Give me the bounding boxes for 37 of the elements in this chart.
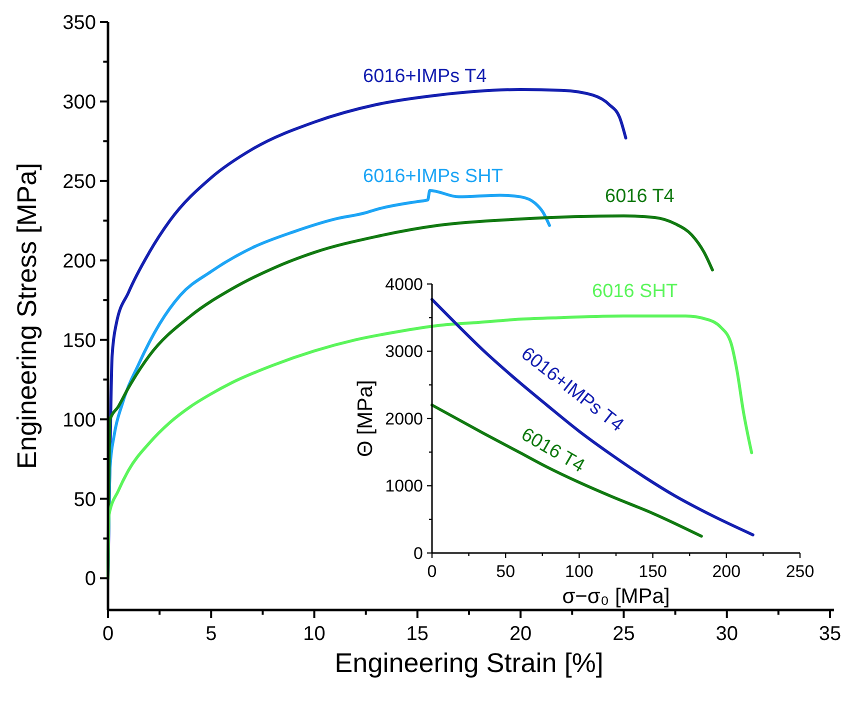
x-tick-label: 150: [638, 562, 667, 581]
x-tick-label: 50: [496, 562, 516, 581]
x-tick-label: 250: [786, 562, 814, 581]
x-axis-title: σ−σ₀ [MPa]: [562, 585, 670, 608]
y-tick-label: 2000: [385, 409, 423, 428]
x-axis-title: Engineering Strain [%]: [334, 648, 604, 678]
y-tick-label: 250: [62, 170, 96, 193]
y-tick-label: 50: [74, 488, 96, 511]
y-tick-label: 100: [62, 409, 96, 432]
x-tick-label: 35: [818, 623, 842, 645]
y-tick-label: 150: [62, 330, 96, 352]
y-tick-label: 4000: [385, 274, 423, 294]
series-label: 6016+IMPs T4: [363, 66, 488, 87]
x-tick-label: 30: [716, 623, 738, 645]
x-tick-label: 20: [509, 623, 532, 645]
x-tick-label: 100: [565, 562, 594, 581]
y-tick-label: 0: [414, 544, 423, 563]
x-tick-label: 0: [427, 562, 437, 581]
y-tick-label: 300: [62, 91, 96, 114]
line-series: [430, 298, 754, 536]
y-tick-label: 1000: [385, 476, 423, 496]
series-label: 6016 T4: [605, 186, 675, 207]
x-tick-label: 0: [102, 623, 114, 645]
y-tick-label: 3000: [385, 342, 423, 362]
text: 6016 T4: [518, 424, 588, 478]
series-label: 6016 SHT: [592, 281, 678, 302]
y-tick-label: 350: [62, 12, 96, 34]
x-tick-label: 5: [206, 623, 217, 645]
y-axis-title: Engineering Stress [MPa]: [12, 162, 42, 470]
series-label: 6016+IMPs SHT: [363, 166, 504, 187]
x-tick-label: 10: [303, 623, 326, 645]
y-axis-title: Θ [MPa]: [354, 380, 377, 458]
line-series: [106, 314, 754, 580]
y-tick-label: 200: [62, 250, 96, 272]
x-tick-label: 200: [712, 562, 741, 581]
x-tick-label: 25: [612, 623, 635, 645]
x-tick-label: 15: [406, 623, 429, 645]
